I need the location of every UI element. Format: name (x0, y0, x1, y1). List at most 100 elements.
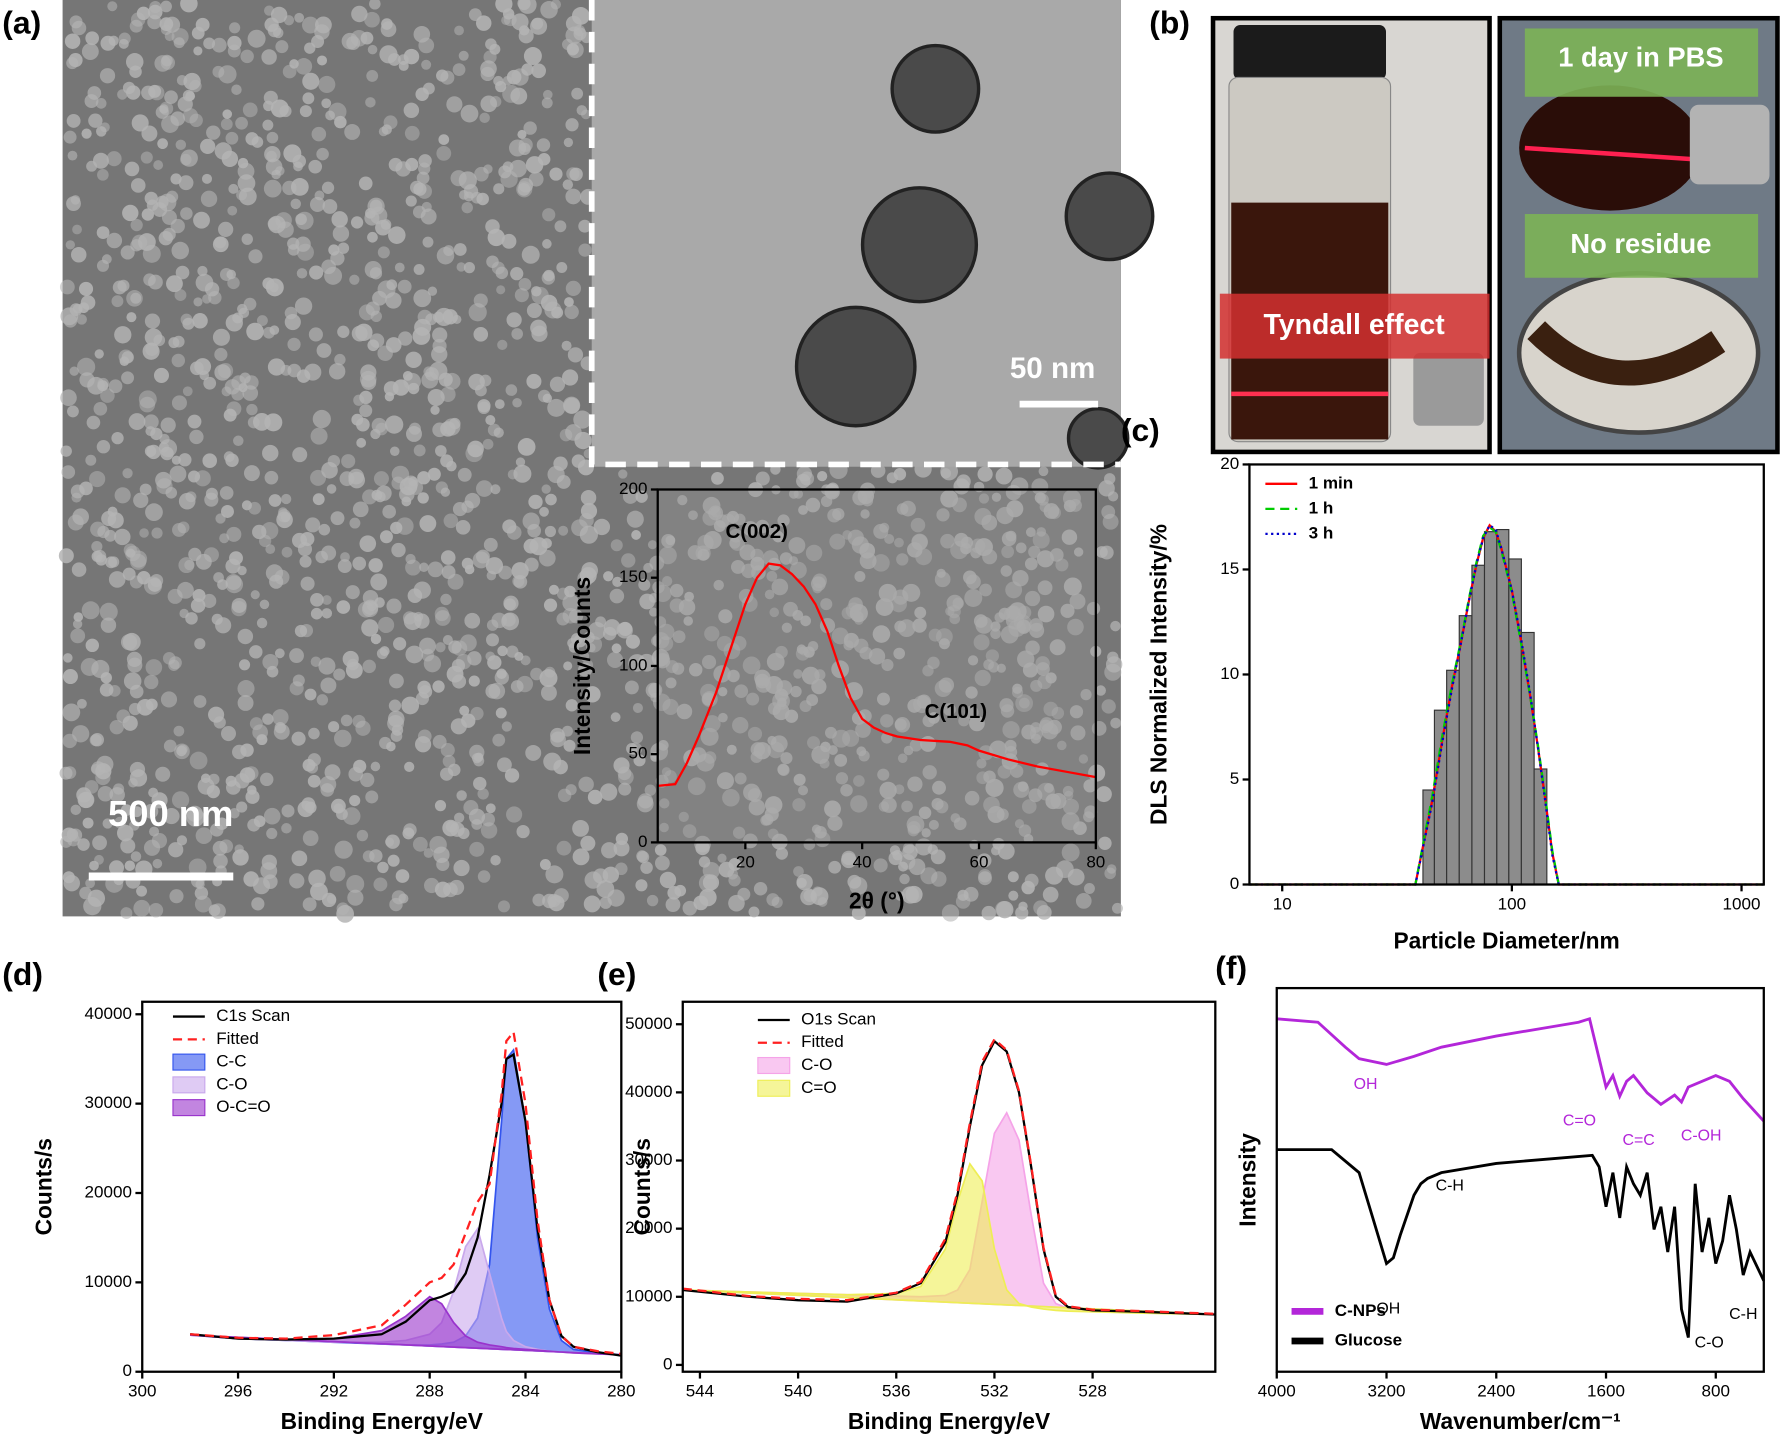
particle (562, 179, 574, 190)
particle (1010, 477, 1029, 496)
particle (421, 201, 432, 213)
particle (1015, 906, 1029, 920)
particle (241, 233, 253, 245)
particle (225, 558, 241, 574)
particle (367, 339, 380, 352)
particle (242, 102, 258, 118)
particle (550, 727, 565, 743)
particle (1000, 565, 1012, 577)
particle (528, 171, 544, 187)
particle (215, 513, 226, 524)
particle (341, 454, 356, 469)
particle (907, 824, 920, 837)
particle (912, 618, 927, 633)
particle (1008, 890, 1019, 901)
particle (200, 138, 216, 155)
particle (310, 607, 323, 620)
particle (247, 818, 261, 832)
particle (130, 851, 142, 862)
particle (446, 96, 463, 113)
particle (502, 84, 521, 103)
particle (66, 113, 81, 128)
particle (559, 428, 573, 442)
x-tick-label: 20 (736, 852, 755, 871)
particle (130, 178, 146, 193)
particle (231, 84, 242, 95)
laser-beam (1524, 145, 1696, 162)
particle (231, 600, 247, 617)
particle (82, 817, 94, 829)
particle (998, 607, 1011, 620)
particle (220, 726, 237, 742)
particle (637, 653, 656, 672)
particle (350, 30, 368, 47)
particle (710, 506, 721, 518)
particle (307, 774, 321, 788)
particle (149, 1, 162, 14)
particle (543, 89, 553, 100)
particle (355, 720, 371, 736)
particle (841, 852, 857, 869)
particle (236, 801, 248, 813)
particle (928, 628, 942, 642)
particle (427, 561, 444, 578)
particle (947, 604, 961, 619)
particle (256, 617, 268, 629)
particle (246, 403, 258, 416)
particle (602, 866, 620, 884)
particle (718, 609, 733, 624)
particle (615, 832, 629, 846)
particle (362, 659, 376, 674)
particle (316, 694, 329, 706)
panel-label: (e) (597, 956, 636, 992)
particle (451, 674, 467, 689)
legend-swatch (172, 1076, 206, 1094)
particle (768, 526, 779, 537)
particle (204, 282, 220, 297)
particle (427, 467, 441, 481)
particle (932, 780, 946, 795)
particle (99, 602, 118, 621)
particle (468, 373, 485, 391)
particle (914, 606, 927, 619)
flask (1519, 85, 1702, 211)
particle (422, 82, 435, 95)
particle (682, 824, 697, 838)
particle (316, 343, 332, 358)
particle (212, 328, 230, 346)
particle (539, 859, 551, 870)
particle (141, 208, 154, 221)
particle (636, 850, 648, 862)
particle (334, 840, 353, 859)
particle (556, 840, 572, 856)
particle (291, 850, 308, 867)
particle (140, 151, 153, 164)
particle (464, 564, 475, 575)
particle (429, 361, 448, 380)
particle (427, 286, 438, 296)
particle (192, 588, 206, 602)
particle (1006, 500, 1024, 518)
particle (130, 12, 146, 27)
particle (174, 289, 187, 301)
particle (726, 510, 740, 524)
particle (495, 707, 507, 719)
particle (995, 467, 1013, 485)
particle (894, 620, 907, 633)
particle (192, 313, 208, 329)
particle (244, 375, 259, 390)
line (682, 1039, 1216, 1316)
area (190, 1295, 622, 1356)
particle (637, 793, 654, 809)
particle (85, 31, 99, 46)
particle (471, 818, 483, 830)
particle (395, 161, 411, 177)
legend-label: Fitted (216, 1029, 259, 1048)
x-tick-label: 292 (320, 1382, 348, 1401)
particle (178, 175, 194, 191)
particle (427, 388, 445, 407)
particle (415, 691, 430, 706)
particle (126, 651, 143, 667)
particle (89, 734, 102, 747)
particle (703, 531, 722, 550)
